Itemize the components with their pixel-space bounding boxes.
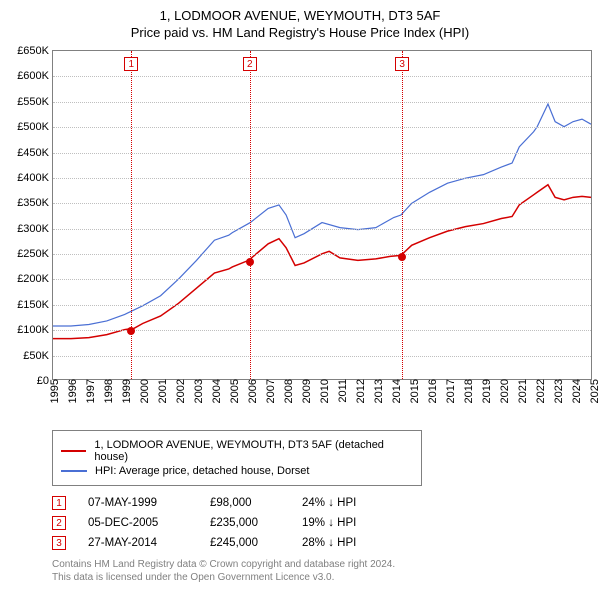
sale-row: 1 07-MAY-1999 £98,000 24% ↓ HPI [52, 496, 590, 510]
y-axis-label: £150K [17, 299, 49, 311]
sale-row-price: £98,000 [210, 497, 280, 509]
sale-row-date: 05-DEC-2005 [88, 517, 188, 529]
y-axis-label: £50K [23, 350, 49, 362]
x-axis-label: 2023 [553, 379, 565, 403]
subtitle: Price paid vs. HM Land Registry's House … [10, 25, 590, 40]
sale-row-marker: 1 [52, 496, 66, 510]
x-axis-label: 1999 [121, 379, 133, 403]
legend-item: HPI: Average price, detached house, Dors… [61, 465, 413, 477]
x-axis-label: 2001 [157, 379, 169, 403]
sale-marker-badge: 2 [243, 57, 257, 71]
x-axis-label: 2024 [571, 379, 583, 403]
x-axis-label: 2005 [229, 379, 241, 403]
sale-marker-badge: 1 [124, 57, 138, 71]
sale-row-marker: 2 [52, 516, 66, 530]
x-axis-label: 2004 [211, 379, 223, 403]
x-axis-label: 2002 [175, 379, 187, 403]
gridline [53, 254, 591, 255]
x-axis-label: 2015 [409, 379, 421, 403]
gridline [53, 203, 591, 204]
legend-label: HPI: Average price, detached house, Dors… [95, 465, 309, 477]
x-axis-label: 2011 [337, 379, 349, 403]
gridline [53, 305, 591, 306]
sale-row-date: 27-MAY-2014 [88, 537, 188, 549]
legend: 1, LODMOOR AVENUE, WEYMOUTH, DT3 5AF (de… [52, 430, 422, 486]
x-axis-label: 2013 [373, 379, 385, 403]
gridline [53, 178, 591, 179]
y-axis-label: £450K [17, 147, 49, 159]
y-axis-label: £600K [17, 70, 49, 82]
sale-row-date: 07-MAY-1999 [88, 497, 188, 509]
x-axis-label: 2012 [355, 379, 367, 403]
x-axis-label: 2014 [391, 379, 403, 403]
sale-row-marker: 3 [52, 536, 66, 550]
sale-row-diff: 28% ↓ HPI [302, 537, 356, 549]
x-axis-label: 1998 [103, 379, 115, 403]
sale-marker-dot [398, 253, 406, 261]
y-axis-label: £400K [17, 172, 49, 184]
footer-line-1: Contains HM Land Registry data © Crown c… [52, 558, 590, 571]
y-axis-label: £100K [17, 324, 49, 336]
gridline [53, 102, 591, 103]
gridline [53, 279, 591, 280]
y-axis-label: £0 [37, 375, 49, 387]
plot-area: £0£50K£100K£150K£200K£250K£300K£350K£400… [52, 50, 592, 380]
sale-row-diff: 19% ↓ HPI [302, 517, 356, 529]
sale-marker-line [250, 51, 251, 379]
gridline [53, 356, 591, 357]
sale-marker-dot [127, 327, 135, 335]
title-block: 1, LODMOOR AVENUE, WEYMOUTH, DT3 5AF Pri… [10, 8, 590, 40]
series-line-property [53, 185, 591, 339]
x-axis-label: 2000 [139, 379, 151, 403]
series-line-hpi [53, 104, 591, 326]
sale-marker-dot [246, 258, 254, 266]
x-axis-label: 2017 [445, 379, 457, 403]
sale-row: 3 27-MAY-2014 £245,000 28% ↓ HPI [52, 536, 590, 550]
x-axis-label: 1997 [85, 379, 97, 403]
x-axis-label: 1995 [49, 379, 61, 403]
gridline [53, 229, 591, 230]
x-axis-label: 2016 [427, 379, 439, 403]
y-axis-label: £200K [17, 273, 49, 285]
y-axis-label: £300K [17, 223, 49, 235]
legend-item: 1, LODMOOR AVENUE, WEYMOUTH, DT3 5AF (de… [61, 439, 413, 463]
sale-row: 2 05-DEC-2005 £235,000 19% ↓ HPI [52, 516, 590, 530]
x-axis-label: 2020 [499, 379, 511, 403]
gridline [53, 153, 591, 154]
y-axis-label: £500K [17, 121, 49, 133]
footer: Contains HM Land Registry data © Crown c… [52, 558, 590, 584]
page: 1, LODMOOR AVENUE, WEYMOUTH, DT3 5AF Pri… [0, 0, 600, 590]
x-axis-label: 1996 [67, 379, 79, 403]
x-axis-label: 2022 [535, 379, 547, 403]
x-axis-label: 2006 [247, 379, 259, 403]
sale-row-diff: 24% ↓ HPI [302, 497, 356, 509]
legend-swatch [61, 470, 87, 472]
sale-marker-badge: 3 [395, 57, 409, 71]
sale-row-price: £235,000 [210, 517, 280, 529]
x-axis-label: 2009 [301, 379, 313, 403]
x-axis-label: 2010 [319, 379, 331, 403]
gridline [53, 127, 591, 128]
x-axis-label: 2003 [193, 379, 205, 403]
y-axis-label: £350K [17, 197, 49, 209]
sale-marker-line [402, 51, 403, 379]
title: 1, LODMOOR AVENUE, WEYMOUTH, DT3 5AF [10, 8, 590, 23]
x-axis-label: 2018 [463, 379, 475, 403]
x-axis-label: 2008 [283, 379, 295, 403]
y-axis-label: £250K [17, 248, 49, 260]
x-axis-label: 2007 [265, 379, 277, 403]
x-axis-label: 2025 [589, 379, 600, 403]
x-axis-label: 2021 [517, 379, 529, 403]
x-axis-label: 2019 [481, 379, 493, 403]
y-axis-label: £550K [17, 96, 49, 108]
gridline [53, 76, 591, 77]
legend-label: 1, LODMOOR AVENUE, WEYMOUTH, DT3 5AF (de… [94, 439, 413, 463]
sale-row-price: £245,000 [210, 537, 280, 549]
legend-swatch [61, 450, 86, 452]
y-axis-label: £650K [17, 45, 49, 57]
sales-table: 1 07-MAY-1999 £98,000 24% ↓ HPI 2 05-DEC-2005… [52, 496, 590, 550]
footer-line-2: This data is licensed under the Open Gov… [52, 571, 590, 584]
chart: £0£50K£100K£150K£200K£250K£300K£350K£400… [52, 50, 592, 380]
